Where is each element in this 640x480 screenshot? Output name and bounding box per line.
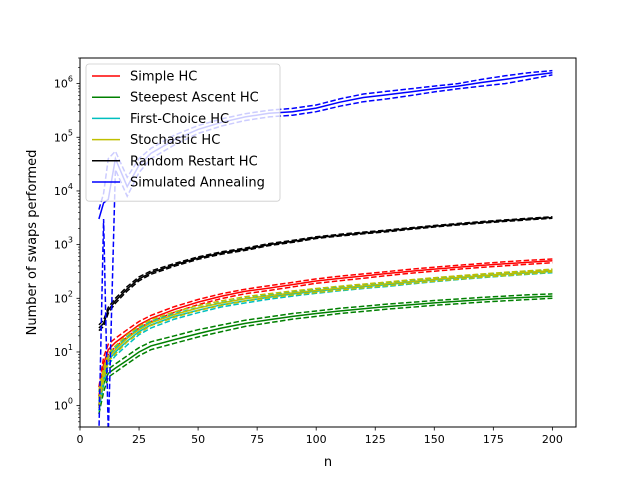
legend: Simple HC Steepest Ascent HC First-Choice … [85, 63, 281, 202]
series-simple-hc [98, 258, 553, 406]
y-tick-label: 105 [54, 128, 73, 144]
series-stochastic-hc-lower-bound [98, 271, 553, 409]
x-tick-label: 25 [132, 433, 146, 446]
x-axis-label: n [324, 455, 332, 470]
y-tick-label: 104 [54, 182, 73, 198]
series-steepest-ascent-hc-line [98, 295, 553, 406]
series-simple-hc-lower-bound [98, 261, 553, 406]
x-axis: 0 25 50 75 100 125 150 175 200 [77, 427, 563, 446]
series-layer [98, 69, 553, 427]
series-stochastic-hc [98, 268, 553, 409]
legend-label-simulated-annealing: Simulated Annealing [130, 176, 265, 191]
x-tick-label: 200 [542, 433, 563, 446]
x-tick-label: 50 [191, 433, 205, 446]
y-tick-label: 102 [54, 289, 73, 305]
x-tick-label: 175 [483, 433, 504, 446]
series-steepest-ascent-hc-upper-bound [98, 293, 553, 398]
y-axis: 100 101 102 103 104 105 106 [54, 57, 80, 428]
legend-label-stochastic-hc: Stochastic HC [130, 133, 220, 148]
x-tick-label: 125 [365, 433, 386, 446]
y-tick-label: 100 [54, 397, 73, 413]
y-tick-label: 103 [54, 236, 73, 252]
y-tick-label: 101 [54, 343, 73, 359]
series-simple-hc-line [98, 260, 553, 397]
plot-frame [79, 57, 577, 428]
legend-label-simple-hc: Simple HC [130, 70, 197, 85]
series-steepest-ascent-hc-lower-bound [98, 297, 553, 415]
series-simulated-annealing-lower-bound [98, 74, 553, 427]
x-tick-label: 100 [306, 433, 327, 446]
series-stochastic-hc-line [98, 269, 553, 400]
series-random-restart-hc [98, 216, 553, 332]
legend-label-first-choice-hc: First-Choice HC [130, 112, 229, 127]
legend-box [85, 63, 281, 202]
legend-label-steepest-ascent-hc: Steepest Ascent HC [130, 91, 259, 106]
series-simple-hc-upper-bound [98, 258, 553, 388]
series-steepest-ascent-hc [98, 293, 553, 415]
x-tick-label: 0 [77, 433, 84, 446]
series-random-restart-hc-line [98, 216, 553, 329]
legend-label-random-restart-hc: Random Restart HC [130, 154, 258, 169]
x-tick-label: 150 [424, 433, 445, 446]
y-tick-label: 106 [54, 75, 73, 91]
series-simulated-annealing-upper-bound [98, 69, 553, 210]
y-axis-label: Number of swaps performed [25, 150, 40, 336]
x-tick-label: 75 [250, 433, 264, 446]
series-stochastic-hc-upper-bound [98, 268, 553, 391]
